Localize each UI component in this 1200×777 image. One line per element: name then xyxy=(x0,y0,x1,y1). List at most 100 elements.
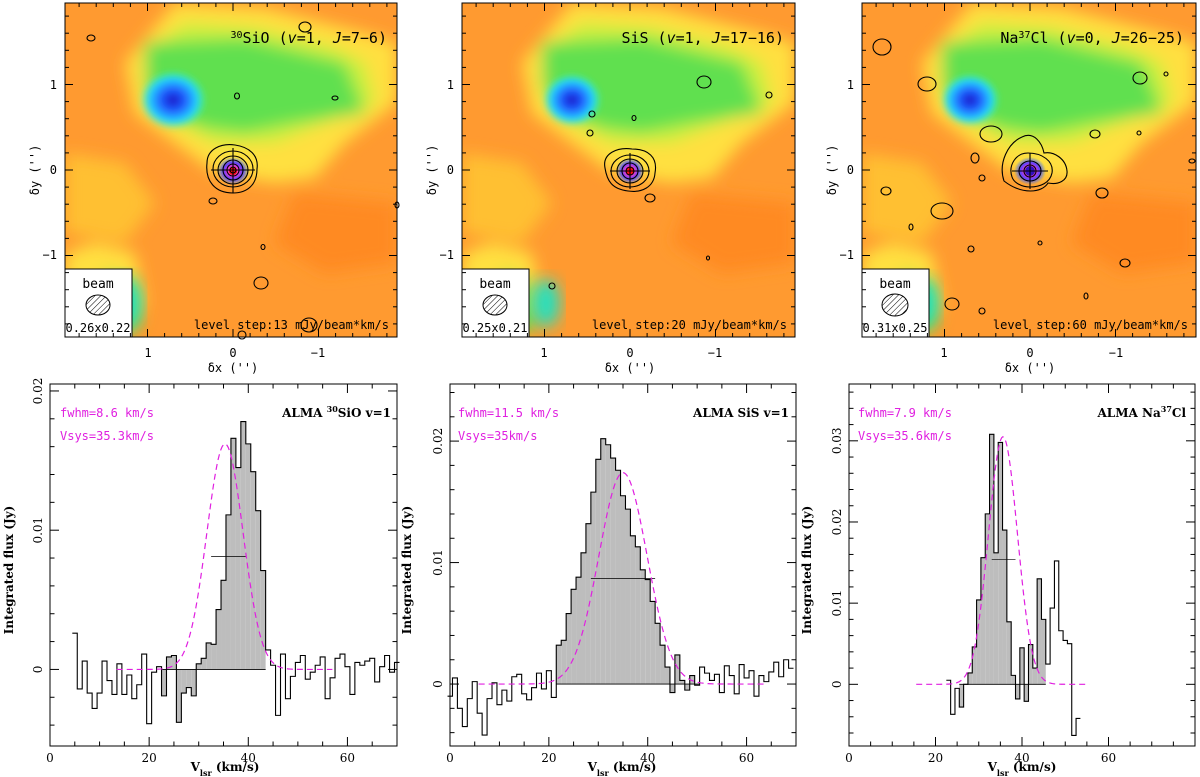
spectrum-fill-bin xyxy=(694,684,700,686)
spectrum-fill-bin xyxy=(959,684,964,708)
spectrum-fill-bin xyxy=(674,654,680,685)
spectrum-ytick-label: 0.02 xyxy=(830,509,844,536)
spectrum-fill-bin xyxy=(225,514,231,670)
spectrum-fill-bin xyxy=(630,535,636,685)
spectrum-fill-bin xyxy=(196,663,202,670)
level-step: level step:20 mJy/beam*km/s xyxy=(592,318,787,332)
gaussian-fit xyxy=(116,443,333,671)
spectrum-ytick-label: 0.02 xyxy=(31,378,45,405)
spectrum-plot: 0 20 40 60 0 0.01 0.02 xyxy=(31,378,400,765)
map-xtick-m1: −1 xyxy=(1109,346,1123,360)
spectrum-ylabel: Integrated flux (Jy) xyxy=(2,506,16,635)
spectrum-fill-bin xyxy=(216,609,222,670)
map-ytick-0: 0 xyxy=(447,163,454,177)
spectrum-plot: 0 20 40 60 0 0.01 0.02 xyxy=(431,383,797,765)
map-ytick-m1: −1 xyxy=(840,248,854,262)
map-ylabel: δy ('') xyxy=(825,145,839,196)
map-ytick-1: 1 xyxy=(447,78,454,92)
spectrum-xtick-label: 60 xyxy=(739,751,754,765)
spectrum-fill-bin xyxy=(176,669,182,723)
spectrum-ylabel: Integrated flux (Jy) xyxy=(800,506,814,635)
spectrum-fill-bin xyxy=(1002,530,1007,685)
beam-label: beam xyxy=(479,277,510,292)
spectrum-fill-bin xyxy=(211,644,217,670)
map-ytick-1: 1 xyxy=(50,78,57,92)
beam-size: 0.25x0.21 xyxy=(462,321,527,335)
spectrum-fill-bin xyxy=(181,669,187,694)
beam-size: 0.31x0.25 xyxy=(862,321,927,335)
spectrum-fill-bin xyxy=(998,442,1003,685)
spectrum-xlabel: Vlsr (km/s) xyxy=(987,760,1057,777)
spectrum-xtick-label: 40 xyxy=(241,751,256,765)
spectrum-fill-bin xyxy=(625,509,631,685)
spectrum-fill-bin xyxy=(1006,621,1012,685)
map-xtick-1: 1 xyxy=(940,346,947,360)
spectrum-xtick-label: 20 xyxy=(928,751,943,765)
spectrum-histogram xyxy=(447,438,794,736)
map-ticks xyxy=(65,3,397,337)
map-title: SiS (v=1, J=17−16) xyxy=(621,29,784,47)
spectrum-fill-bin xyxy=(679,680,685,685)
vsys-label: Vsys=35km/s xyxy=(458,429,537,443)
spectrum-ytick-label: 0.01 xyxy=(830,590,844,617)
gaussian-fit xyxy=(916,436,1090,685)
map-ylabel: δy ('') xyxy=(28,145,42,196)
map-title: Na37Cl (v=0, J=26−25) xyxy=(1000,29,1184,47)
beam-box: beam 0.25x0.21 xyxy=(461,268,530,338)
vsys-label: Vsys=35.3km/s xyxy=(60,429,154,443)
spectrum-fill-bin xyxy=(669,684,675,693)
map-ytick-0: 0 xyxy=(847,163,854,177)
map-ytick-m1: −1 xyxy=(43,248,57,262)
spectrum-fill-bin xyxy=(186,669,192,688)
beam-ellipse xyxy=(85,294,111,316)
spectrum-fill-bin xyxy=(1019,647,1025,685)
spectrum-xtick-label: 0 xyxy=(446,751,454,765)
spectrum-fill-bin xyxy=(993,552,999,685)
spectrum-fill-bin xyxy=(615,470,621,685)
spectrum-fill-bin xyxy=(561,640,567,685)
spectrum-ytick-label: 0.02 xyxy=(431,428,445,455)
fwhm-label: fwhm=11.5 km/s xyxy=(458,406,559,420)
spectrum-fill-bin xyxy=(610,458,616,685)
spectrum-fill-bin xyxy=(230,438,236,670)
spectrum-fill-bin xyxy=(191,669,197,696)
map-ylabel: δy ('') xyxy=(425,145,439,196)
spectrum-fill-bin xyxy=(640,569,646,685)
spectrum-fill-bin xyxy=(580,552,586,685)
spectrum-fill-bin xyxy=(556,645,562,685)
map-ytick-1: 1 xyxy=(847,78,854,92)
contours xyxy=(86,21,400,340)
spectrum-tag: ALMA SiS v=1 xyxy=(692,406,789,420)
beam-ellipse xyxy=(881,293,909,317)
spectrum-fill-bin xyxy=(1041,619,1046,685)
spectrum-fill-bin xyxy=(250,471,256,670)
spectrum-fill-bin xyxy=(1024,684,1029,702)
map-ticks xyxy=(462,3,795,337)
level-step: level step:13 mJy/beam*km/s xyxy=(194,318,389,332)
spectrum-fill-bin xyxy=(985,513,990,685)
spectrum-tag: ALMA Na37Cl xyxy=(1096,404,1186,420)
spectrum-fill-bin xyxy=(595,459,601,685)
spectrum-xlabel: Vlsr (km/s) xyxy=(587,760,657,777)
spectrum-fill-bin xyxy=(240,421,246,670)
spectrum-panel-sis: 0 20 40 60 0 0.01 0.02 fwhm=11.5 km/s Vsys=35k… xyxy=(400,383,797,777)
spectrum-ylabel: Integrated flux (Jy) xyxy=(400,506,414,635)
spectrum-fill-bin xyxy=(201,658,207,670)
spectrum-fill-bin xyxy=(260,570,266,670)
map-title: 30SiO (v=1, J=7−6) xyxy=(230,29,387,47)
map-xtick-0: 0 xyxy=(1026,346,1033,360)
spectrum-fill-bin xyxy=(976,599,981,685)
beam-box: beam 0.31x0.25 xyxy=(861,268,930,338)
beam-size: 0.26x0.22 xyxy=(65,321,130,335)
spectrum-xtick-label: 0 xyxy=(46,751,54,765)
spectrum-fill-bin xyxy=(655,623,661,685)
spectrum-panel-nacl: 0 20 40 60 0 0.01 0.02 0.03 fwhm=7.9 km/s Vsys=… xyxy=(800,383,1196,777)
map-xtick-0: 0 xyxy=(229,346,236,360)
map-panel-nacl: Na37Cl (v=0, J=26−25) beam 0.31x0.25 lev… xyxy=(825,2,1197,375)
fwhm-label: fwhm=7.9 km/s xyxy=(858,406,952,420)
spectrum-ytick-label: 0 xyxy=(31,666,45,674)
spectrum-histogram xyxy=(72,421,400,725)
spectrum-ytick-label: 0 xyxy=(830,680,844,688)
spectrum-histogram xyxy=(946,433,1081,736)
